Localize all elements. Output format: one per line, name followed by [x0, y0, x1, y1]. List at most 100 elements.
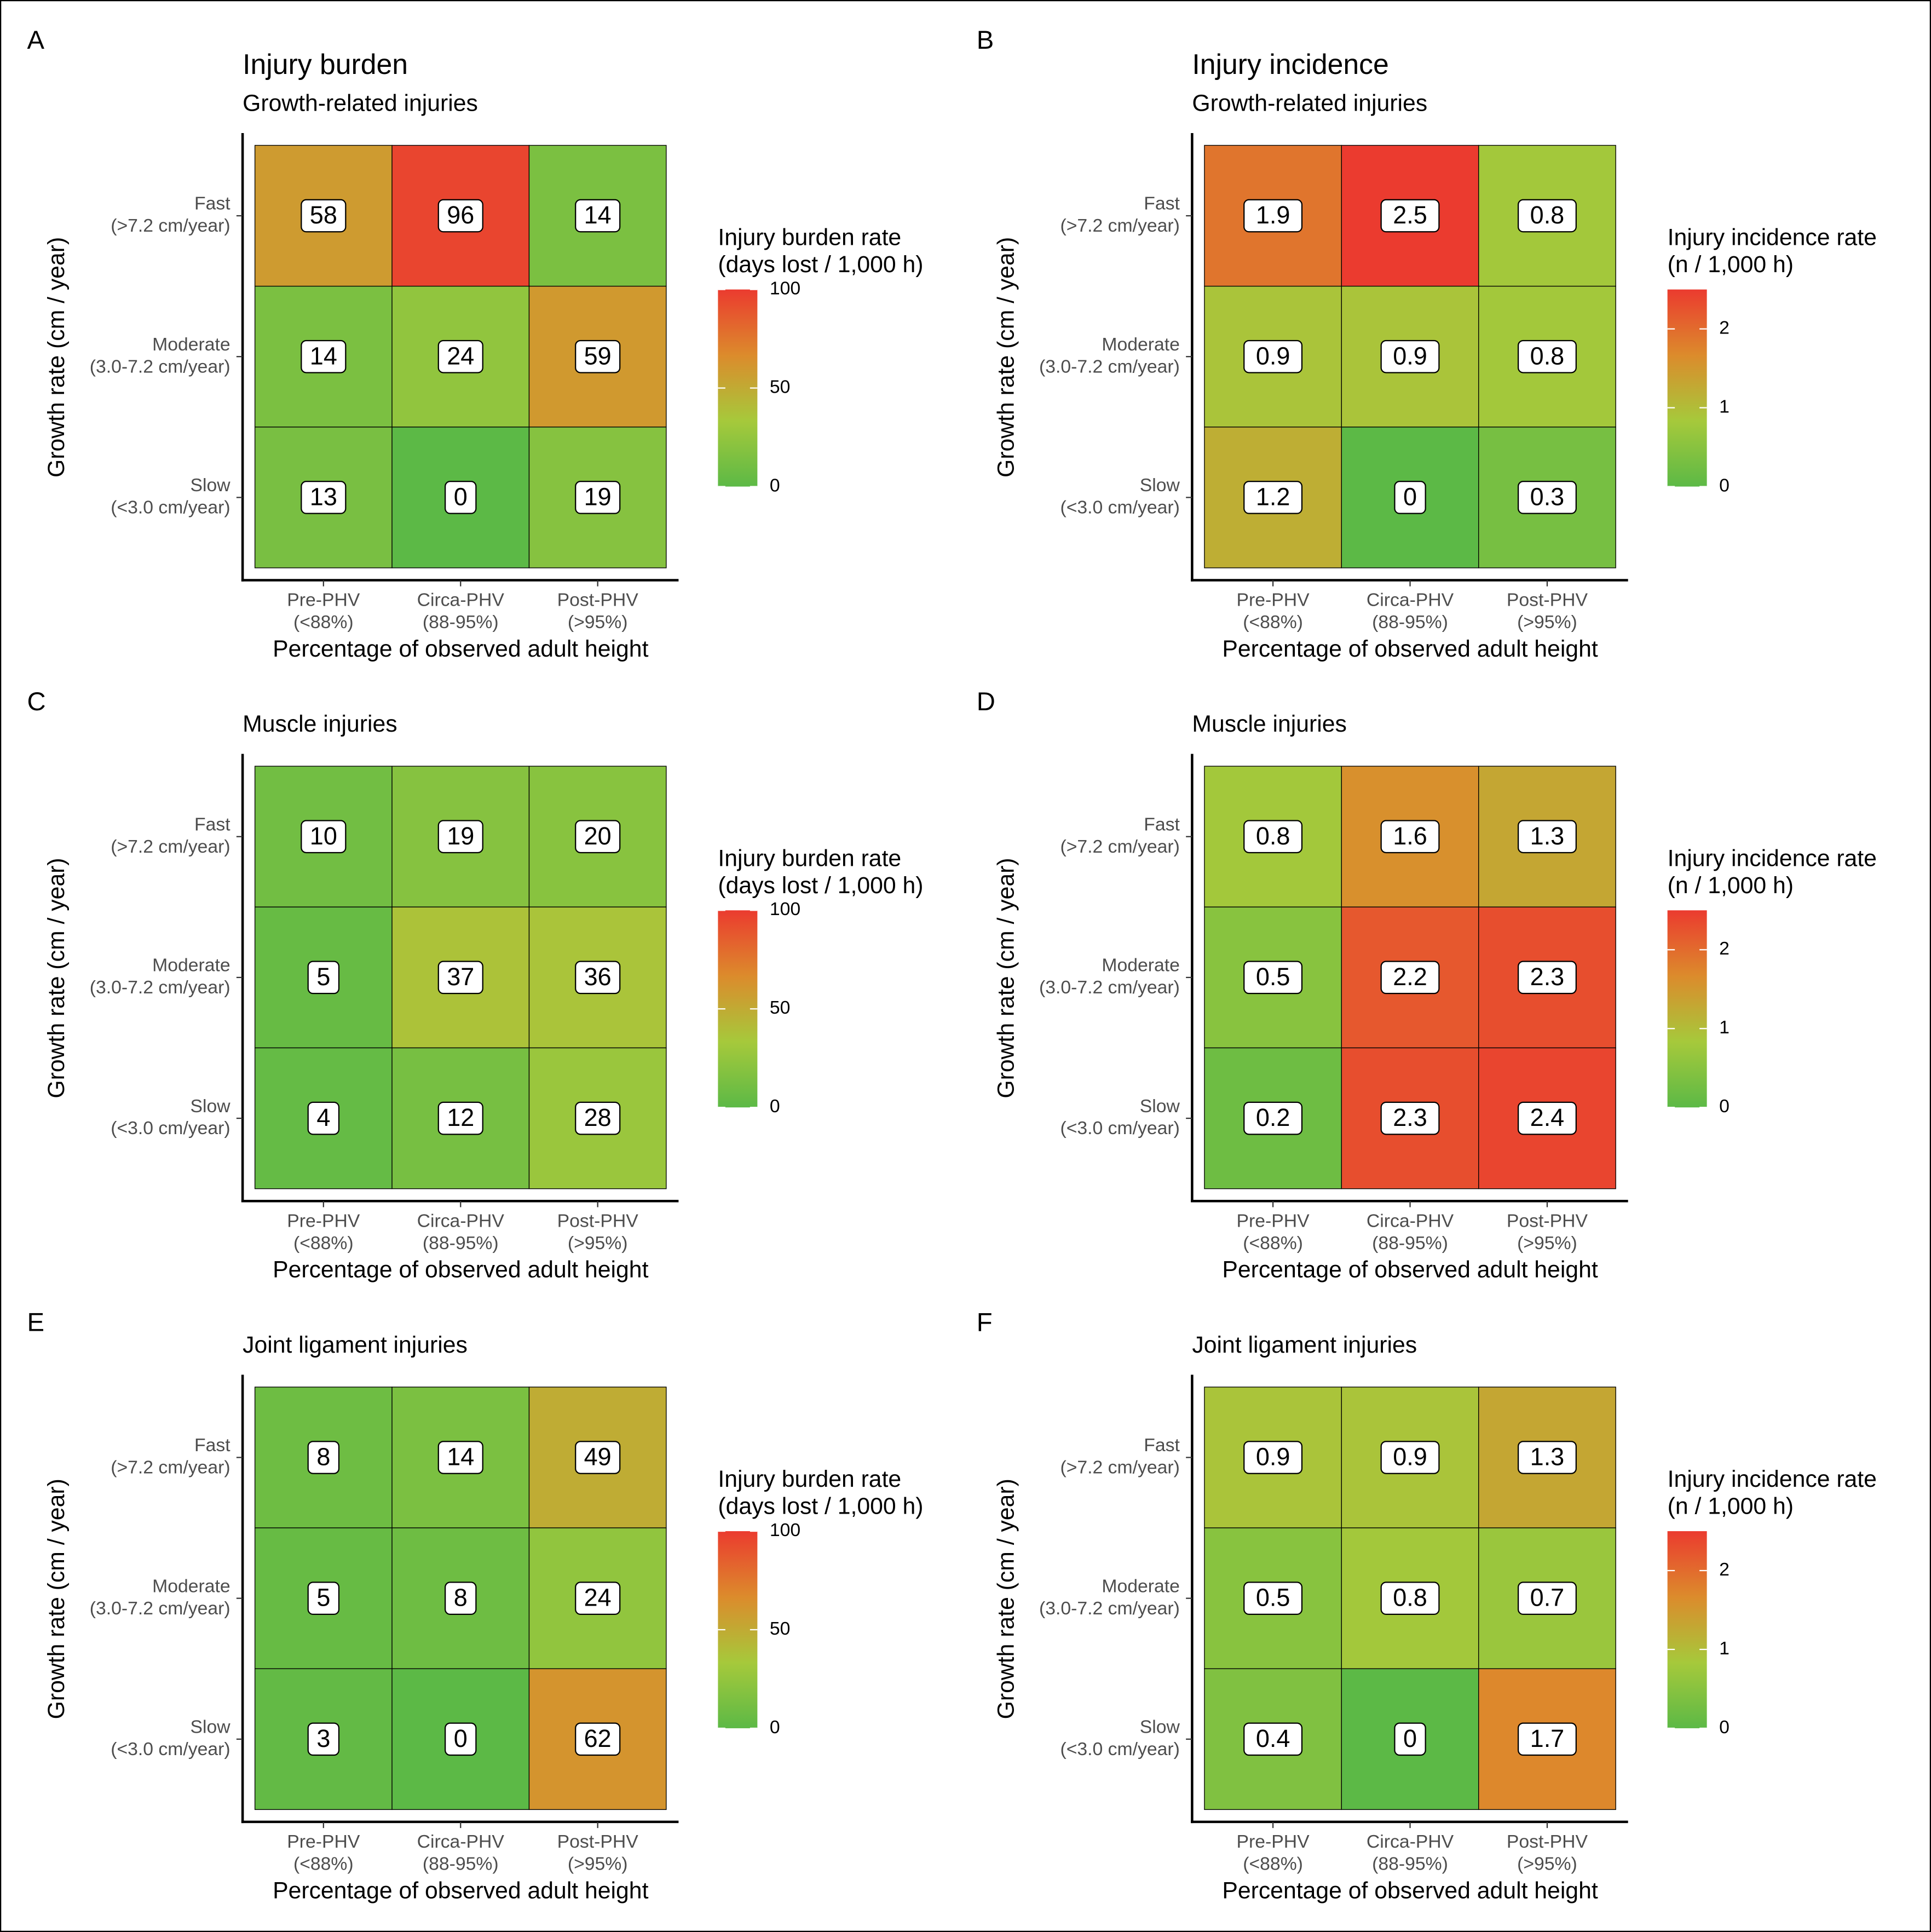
- y-tick-label: (3.0-7.2 cm/year): [90, 1598, 230, 1619]
- value-label-box: [1380, 1101, 1440, 1135]
- y-tick-label: Slow: [191, 1716, 231, 1737]
- x-tick-label: Circa-PHV: [1367, 590, 1454, 611]
- value-label-box: [445, 1582, 477, 1615]
- colorbar: [1667, 1531, 1707, 1728]
- x-tick-label: Pre-PHV: [287, 1210, 360, 1231]
- x-tick-label: Pre-PHV: [287, 1831, 360, 1852]
- colorbar-tick-label: 50: [770, 997, 791, 1018]
- value-label-box: [1243, 199, 1303, 233]
- value-label-box: [1380, 1582, 1440, 1615]
- value-label: 36: [584, 963, 612, 991]
- y-axis-title: Growth rate (cm / year): [993, 1479, 1019, 1719]
- y-tick-label: (<3.0 cm/year): [1060, 1739, 1179, 1760]
- panel-title: Injury burden: [243, 48, 408, 80]
- value-label: 0: [454, 483, 468, 511]
- y-tick-label: Fast: [194, 814, 230, 835]
- value-label-box: [307, 1722, 340, 1756]
- value-label: 1.7: [1530, 1724, 1565, 1752]
- colorbar-tick-label: 0: [1719, 1096, 1730, 1117]
- heatmap-cell: [254, 1047, 393, 1189]
- value-label: 24: [447, 342, 474, 370]
- value-label: 37: [447, 963, 474, 991]
- panel-letter: B: [977, 26, 994, 55]
- value-label-box: [1517, 1722, 1577, 1756]
- x-tick-label: Post-PHV: [557, 1831, 639, 1852]
- y-tick-label: (>7.2 cm/year): [1060, 1457, 1179, 1478]
- panel: E Joint ligament injuries 8 14 49 5 8 24 3 0 62 Fas…: [27, 1308, 923, 1904]
- x-tick-label: (<88%): [1243, 1854, 1303, 1875]
- panel-letter: F: [977, 1308, 993, 1337]
- value-label-box: [1517, 481, 1577, 514]
- value-label-box: [1243, 1101, 1303, 1135]
- legend-title: (days lost / 1,000 h): [718, 872, 923, 899]
- x-axis-title: Percentage of observed adult height: [273, 1257, 648, 1283]
- y-tick-label: Moderate: [152, 334, 230, 355]
- value-label-box: [575, 1101, 621, 1135]
- value-label: 2.5: [1393, 201, 1427, 229]
- y-tick-label: Fast: [194, 1435, 230, 1456]
- legend-title: (days lost / 1,000 h): [718, 251, 923, 278]
- value-label-box: [1517, 340, 1577, 373]
- heatmap-cell: [391, 1387, 530, 1528]
- y-axis-title: Growth rate (cm / year): [43, 858, 70, 1098]
- value-label-box: [301, 481, 347, 514]
- value-label: 1.3: [1530, 1443, 1565, 1471]
- colorbar-tick-label: 100: [770, 1520, 800, 1540]
- value-label: 12: [447, 1103, 474, 1131]
- value-label: 0.8: [1530, 342, 1565, 370]
- value-label: 0.9: [1256, 342, 1290, 370]
- value-label: 3: [316, 1724, 330, 1752]
- value-label: 20: [584, 822, 612, 850]
- x-axis-title: Percentage of observed adult height: [273, 636, 648, 662]
- y-tick-label: (>7.2 cm/year): [111, 836, 230, 857]
- panel-subtitle: Muscle injuries: [1192, 711, 1347, 737]
- x-tick-label: (>95%): [568, 1854, 628, 1875]
- value-label: 8: [316, 1443, 330, 1471]
- x-tick-label: (88-95%): [1372, 1233, 1448, 1254]
- value-label: 0.8: [1393, 1584, 1427, 1612]
- x-tick-label: (>95%): [1517, 612, 1577, 633]
- value-label: 0.2: [1256, 1103, 1290, 1131]
- value-label-box: [445, 481, 477, 514]
- value-label-box: [575, 199, 621, 233]
- value-label-box: [437, 199, 483, 233]
- x-tick-label: (>95%): [568, 1233, 628, 1254]
- colorbar-tick-label: 0: [1719, 1717, 1730, 1738]
- y-tick-label: Moderate: [152, 955, 230, 976]
- x-tick-label: (<88%): [1243, 612, 1303, 633]
- value-label: 5: [316, 963, 330, 991]
- value-label-box: [1517, 199, 1577, 233]
- panel: D Muscle injuries 0.8 1.6 1.3 0.5 2.2 2.3 0.2 2.3…: [977, 687, 1877, 1283]
- value-label-box: [1380, 199, 1440, 233]
- value-label: 19: [447, 822, 474, 850]
- value-label-box: [575, 820, 621, 854]
- x-tick-label: (>95%): [1517, 1233, 1577, 1254]
- colorbar-tick-label: 2: [1719, 938, 1730, 959]
- value-label-box: [1243, 1582, 1303, 1615]
- x-axis-title: Percentage of observed adult height: [1222, 1877, 1598, 1904]
- x-axis-title: Percentage of observed adult height: [1222, 636, 1598, 662]
- y-tick-label: Fast: [1144, 1435, 1180, 1456]
- panel-letter: D: [977, 687, 995, 716]
- value-label-box: [1517, 1441, 1577, 1474]
- value-label-box: [301, 199, 347, 233]
- value-label: 1.3: [1530, 822, 1565, 850]
- value-label-box: [1394, 1722, 1426, 1756]
- legend-title: Injury incidence rate: [1668, 225, 1877, 251]
- y-axis-title: Growth rate (cm / year): [993, 237, 1019, 478]
- value-label: 1.6: [1393, 822, 1427, 850]
- legend-title: (n / 1,000 h): [1668, 872, 1794, 899]
- heatmap-cell: [528, 906, 667, 1049]
- y-tick-label: (<3.0 cm/year): [111, 497, 230, 518]
- y-tick-label: Fast: [1144, 814, 1180, 835]
- value-label-box: [1243, 820, 1303, 854]
- x-tick-label: Pre-PHV: [1237, 590, 1310, 611]
- value-label-box: [1243, 1441, 1303, 1474]
- colorbar: [1667, 289, 1707, 487]
- value-label: 0: [454, 1724, 468, 1752]
- value-label: 49: [584, 1443, 612, 1471]
- value-label: 0.8: [1256, 822, 1290, 850]
- value-label-box: [1380, 820, 1440, 854]
- value-label: 10: [310, 822, 337, 850]
